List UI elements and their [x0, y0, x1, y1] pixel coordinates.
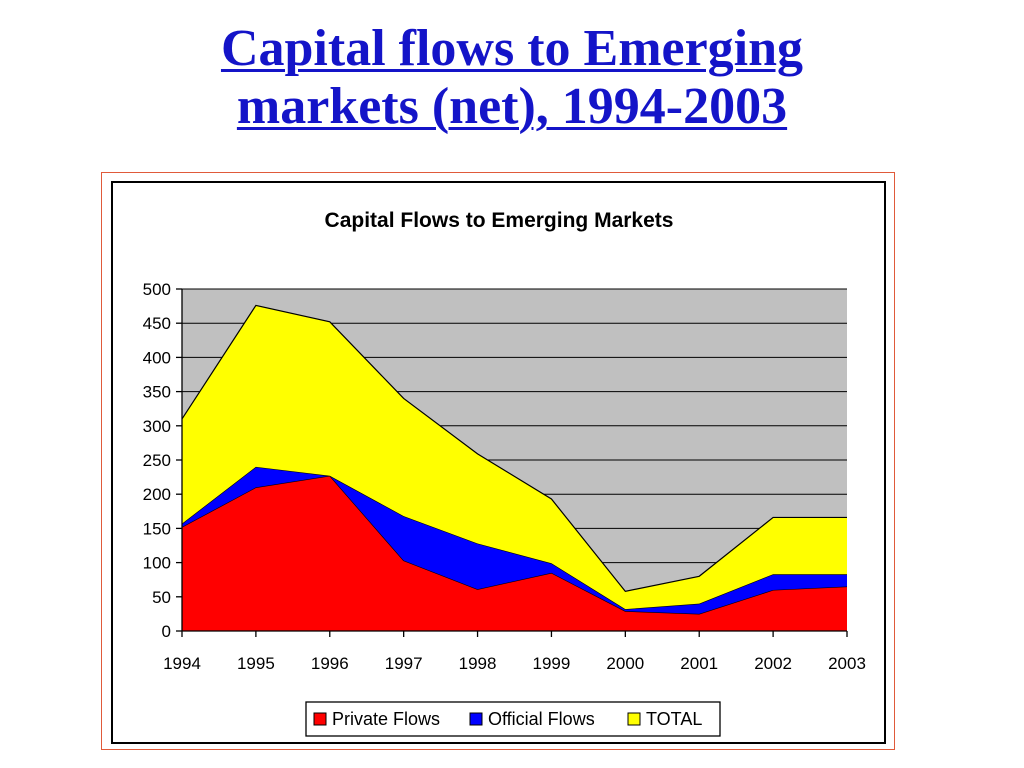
y-tick-label-500: 500 [143, 280, 171, 299]
slide-title-line-1: Capital flows to Emerging [220, 20, 804, 77]
y-tick-label-100: 100 [143, 554, 171, 573]
x-tick-label-2000: 2000 [606, 654, 644, 673]
legend-label-official-flows: Official Flows [488, 709, 595, 729]
area-edge-total [181, 304, 847, 592]
y-tick-label-350: 350 [143, 383, 171, 402]
x-tick-label-2003: 2003 [828, 654, 866, 673]
x-tick-label-1996: 1996 [311, 654, 349, 673]
x-tick-label-1995: 1995 [237, 654, 275, 673]
area-total [182, 305, 847, 610]
y-tick-label-150: 150 [143, 519, 171, 538]
y-tick-label-400: 400 [143, 348, 171, 367]
slide-title-line-2: markets (net), 1994-2003 [236, 78, 788, 135]
area-private-flows [182, 475, 847, 631]
legend-label-total: TOTAL [646, 709, 702, 729]
slide-title: Capital flows to Emerging markets (net),… [0, 20, 1024, 136]
y-tick-label-300: 300 [143, 417, 171, 436]
legend-swatch-official-flows [469, 712, 483, 726]
x-tick-label-1998: 1998 [459, 654, 497, 673]
x-tick-label-1997: 1997 [385, 654, 423, 673]
area-official-flows [182, 466, 847, 614]
x-tick-label-2002: 2002 [754, 654, 792, 673]
x-tick-label-2001: 2001 [680, 654, 718, 673]
y-tick-label-250: 250 [143, 451, 171, 470]
y-tick-label-200: 200 [143, 485, 171, 504]
y-tick-label-50: 50 [152, 588, 171, 607]
legend-swatch-total [627, 712, 641, 726]
chart-title: Capital Flows to Emerging Markets [325, 209, 674, 232]
legend-label-private-flows: Private Flows [332, 709, 440, 729]
legend [305, 701, 721, 737]
y-tick-label-0: 0 [162, 622, 171, 641]
legend-swatch-private-flows [313, 712, 327, 726]
y-tick-label-450: 450 [143, 314, 171, 333]
x-tick-label-1999: 1999 [533, 654, 571, 673]
x-tick-label-1994: 1994 [163, 654, 201, 673]
